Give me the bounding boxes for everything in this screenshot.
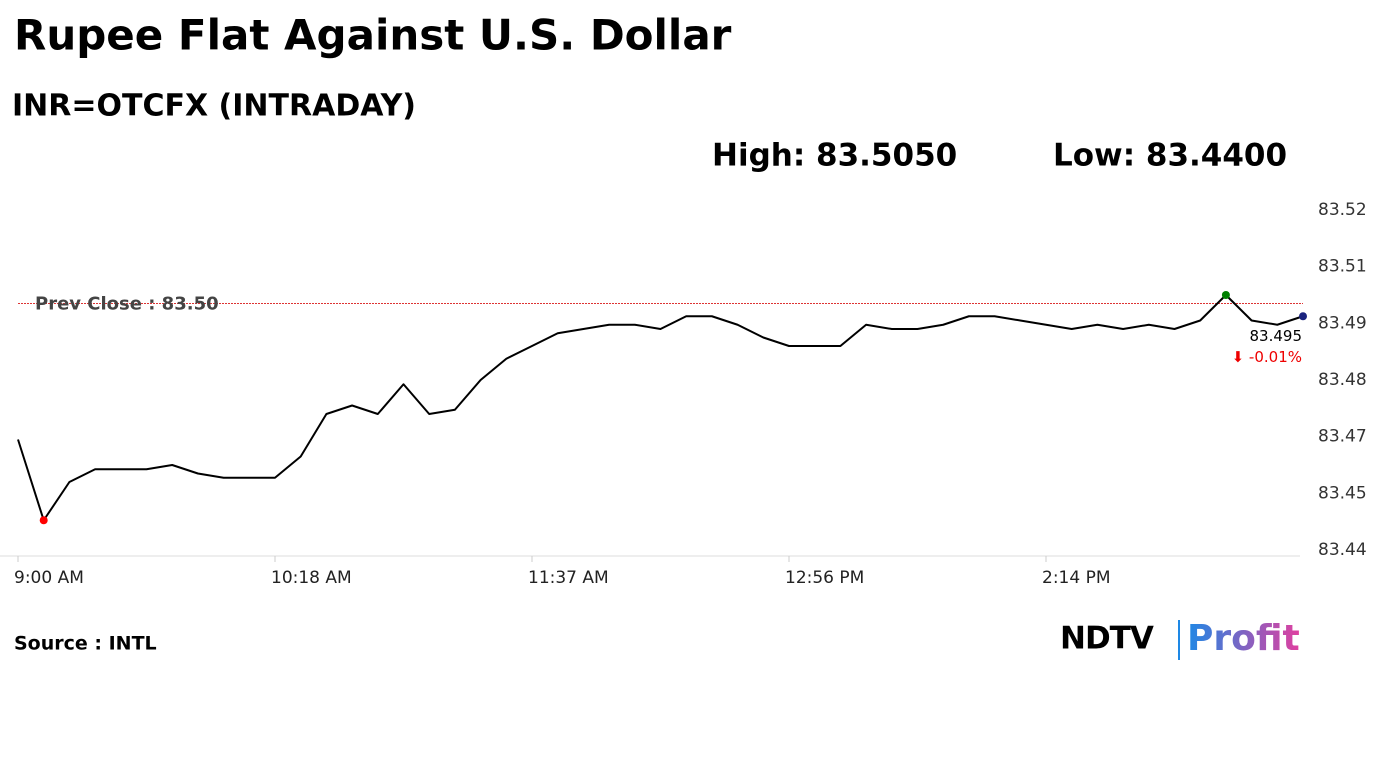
high-label: High: 83.5050 xyxy=(712,138,957,174)
y-tick-label: 83.45 xyxy=(1318,483,1367,503)
logo-product: Profit xyxy=(1187,618,1300,659)
low-label: Low: 83.4400 xyxy=(1053,138,1287,174)
y-tick-label: 83.44 xyxy=(1318,540,1367,560)
y-tick-label: 83.48 xyxy=(1318,370,1367,390)
x-tick-label: 9:00 AM xyxy=(14,568,84,588)
y-tick-label: 83.51 xyxy=(1318,257,1367,277)
x-tick-label: 12:56 PM xyxy=(785,568,864,588)
y-tick-label: 83.49 xyxy=(1318,313,1367,333)
x-tick-label: 10:18 AM xyxy=(271,568,352,588)
last-dot xyxy=(1299,312,1307,321)
x-tick-label: 11:37 AM xyxy=(528,568,609,588)
price-line xyxy=(17,294,1304,522)
source: Source : INTL xyxy=(14,633,157,655)
high-dot xyxy=(1221,291,1230,299)
logo-brand: NDTV xyxy=(1060,621,1154,657)
x-tick-label: 2:14 PM xyxy=(1042,568,1111,588)
chart-subtitle: INR=OTCFX (INTRADAY) xyxy=(12,89,416,124)
chart-title: Rupee Flat Against U.S. Dollar xyxy=(14,11,732,60)
y-tick-label: 83.52 xyxy=(1318,200,1367,220)
change-label: ⬇ -0.01% xyxy=(1232,348,1302,366)
y-tick-label: 83.47 xyxy=(1318,427,1367,447)
prev-close-label: Prev Close : 83.50 xyxy=(35,294,219,315)
last-value-label: 83.495 xyxy=(1250,327,1303,345)
low-dot xyxy=(39,516,48,525)
